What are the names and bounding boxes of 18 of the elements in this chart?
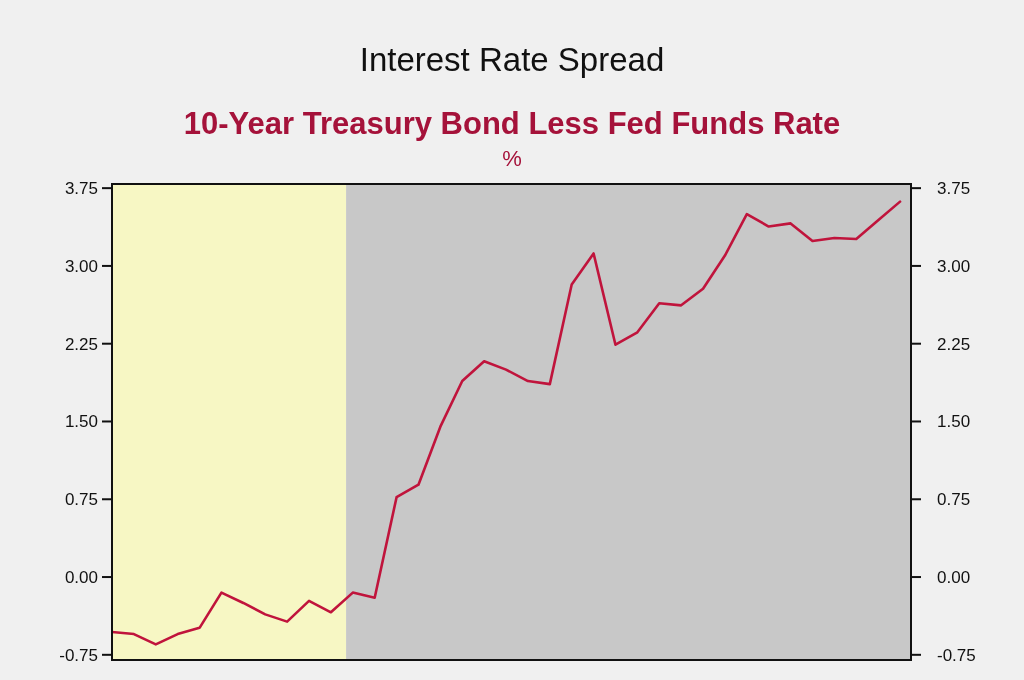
y-tick-label: -0.75 [59, 645, 98, 665]
y-tick-label: 1.50 [64, 412, 98, 432]
y2-tick-label: 0.00 [937, 567, 971, 587]
y2-tick-label: 2.25 [937, 334, 971, 354]
y-tick-label: 0.00 [64, 567, 98, 587]
y-tick-label: 3.00 [64, 256, 98, 276]
y2-tick-label: 3.00 [937, 256, 971, 276]
y2-tick-label: 0.75 [937, 490, 971, 510]
y-tick-label: 2.25 [64, 334, 98, 354]
y2-tick-label: -0.75 [937, 645, 976, 665]
chart-title: Interest Rate Spread [359, 41, 665, 78]
y-tick-label: 0.75 [64, 490, 98, 510]
chart-subtitle: 10-Year Treasury Bond Less Fed Funds Rate [183, 106, 841, 141]
y2-tick-label: 3.75 [937, 179, 971, 199]
y-axis-title: % [502, 146, 522, 171]
line-series [112, 200, 902, 646]
y-tick-label: 3.75 [64, 179, 98, 199]
y2-tick-label: 1.50 [937, 412, 971, 432]
